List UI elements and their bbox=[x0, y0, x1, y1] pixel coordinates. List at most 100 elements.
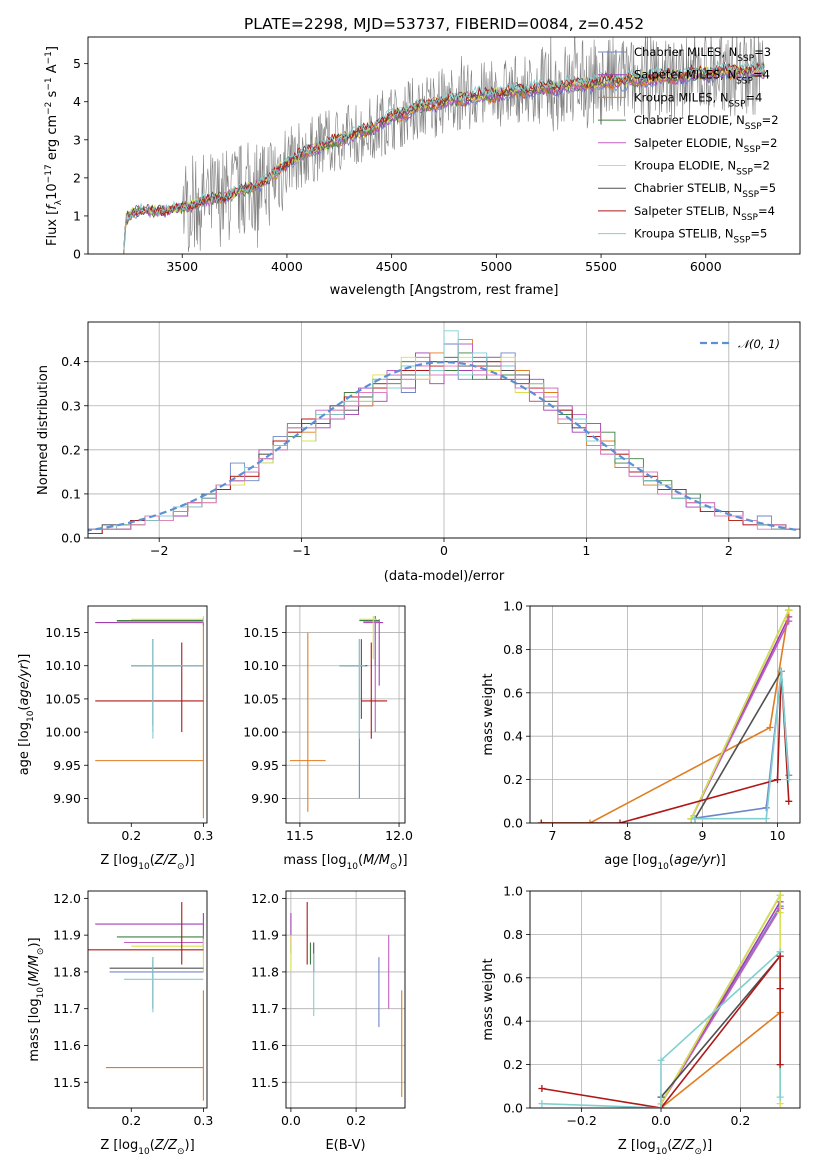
weight-marker bbox=[766, 724, 774, 732]
y-axis-label: Flux [fλ10−17 erg cm−2 s−1 A−1] bbox=[44, 46, 64, 246]
legend-entry: Chabrier ELODIE, NSSP=2 bbox=[634, 113, 779, 132]
weight-marker bbox=[657, 1104, 665, 1108]
axes-frame bbox=[87, 605, 208, 824]
y-tick-label: 1 bbox=[73, 208, 81, 223]
y-tick-label: 5 bbox=[73, 56, 81, 71]
y-tick-label: 0.4 bbox=[503, 1014, 523, 1029]
y-tick-label: 9.90 bbox=[53, 791, 81, 806]
y-tick-label: 10.05 bbox=[243, 691, 279, 706]
y-tick-label: 11.8 bbox=[53, 964, 81, 979]
age-vs-mass-panel: 11.5 12.0 9.90 9.95 10.00 10.05 10.10 10.15 mass… bbox=[243, 605, 413, 872]
weight-marker bbox=[776, 952, 784, 960]
plot-area bbox=[88, 330, 800, 538]
weight-marker bbox=[776, 1093, 784, 1101]
y-tick-label: 12.0 bbox=[251, 891, 279, 906]
x-axis-label: wavelength [Angstrom, rest frame] bbox=[330, 283, 559, 298]
y-tick-label: 0.6 bbox=[503, 685, 523, 700]
x-tick-label: 12.0 bbox=[385, 828, 413, 843]
y-tick-label: 0.8 bbox=[503, 927, 523, 942]
plot-area bbox=[537, 606, 793, 823]
x-tick-label: 0.3 bbox=[193, 828, 213, 843]
histogram-series bbox=[88, 361, 800, 538]
weight-marker bbox=[776, 1061, 784, 1069]
x-axis-label: Z [log10(Z/Z⊙)] bbox=[618, 1138, 712, 1157]
plot-area bbox=[289, 615, 388, 812]
y-tick-label: 2 bbox=[73, 170, 81, 185]
weight-marker bbox=[776, 891, 784, 899]
plot-area bbox=[88, 902, 204, 1101]
weight-marker bbox=[785, 776, 793, 784]
mass-vs-extinction-panel: 0.0 0.2 11.5 11.6 11.7 11.8 11.9 12.0 E(B-V) bbox=[251, 890, 406, 1153]
plot-area bbox=[538, 891, 784, 1108]
weight-line bbox=[660, 1011, 781, 1108]
plot-area bbox=[95, 615, 204, 819]
x-axis-label: (data-model)/error bbox=[384, 569, 505, 584]
axes-frame bbox=[285, 890, 406, 1109]
y-tick-label: 0.6 bbox=[503, 970, 523, 985]
y-tick-label: 0.1 bbox=[61, 486, 81, 501]
normal-distribution-curve bbox=[88, 360, 800, 532]
legend-entry: Chabrier MILES, NSSP=3 bbox=[634, 45, 771, 64]
x-tick-label: 0.2 bbox=[730, 1113, 750, 1128]
weight-line bbox=[541, 610, 790, 823]
x-tick-label: 4500 bbox=[376, 259, 408, 274]
y-tick-label: 11.6 bbox=[251, 1038, 279, 1053]
model-spectrum-line bbox=[123, 61, 765, 254]
x-tick-label: 0.2 bbox=[346, 1113, 366, 1128]
y-tick-label: 11.7 bbox=[251, 1001, 279, 1016]
x-tick-label: 4000 bbox=[271, 259, 303, 274]
x-tick-label: −0.2 bbox=[566, 1113, 596, 1128]
observed-spectrum-line bbox=[123, 37, 765, 254]
x-tick-label: 0 bbox=[440, 543, 448, 558]
legend-entry: Kroupa STELIB, NSSP=5 bbox=[634, 227, 767, 246]
weight-vs-age-panel: 7 8 9 10 0.0 0.2 0.4 0.6 0.8 1.0 age [log10(age/yr… bbox=[481, 599, 801, 872]
y-tick-label: 0.0 bbox=[503, 1101, 523, 1116]
y-tick-label: 1.0 bbox=[503, 599, 523, 614]
weight-vs-metallicity-panel: −0.2 0.0 0.2 0.0 0.2 0.4 0.6 0.8 1.0 Z [log10(Z/Z… bbox=[481, 884, 801, 1157]
weight-line bbox=[541, 951, 781, 1108]
x-tick-label: 0.3 bbox=[193, 1113, 213, 1128]
axes-frame bbox=[87, 890, 208, 1109]
x-axis-label: E(B-V) bbox=[325, 1138, 365, 1153]
mass-vs-metallicity-panel: 0.2 0.3 11.5 11.6 11.7 11.8 11.9 12.0 Z [log10(Z… bbox=[27, 890, 213, 1157]
x-tick-label: 2 bbox=[725, 543, 733, 558]
legend-entry: 𝒩(0, 1) bbox=[738, 337, 780, 351]
y-tick-label: 10.15 bbox=[45, 625, 81, 640]
x-tick-label: −1 bbox=[292, 543, 310, 558]
weight-marker bbox=[762, 804, 770, 812]
y-tick-label: 3 bbox=[73, 132, 81, 147]
weight-marker bbox=[785, 797, 793, 805]
y-tick-label: 10.05 bbox=[45, 691, 81, 706]
y-tick-label: 11.7 bbox=[53, 1001, 81, 1016]
spectrum-panel: 3500 4000 4500 5000 5500 6000 0 1 2 3 4 5 PLATE=2298… bbox=[44, 15, 801, 298]
legend-entry: Salpeter MILES, NSSP=4 bbox=[634, 68, 770, 87]
y-tick-label: 12.0 bbox=[53, 891, 81, 906]
weight-marker bbox=[774, 776, 781, 784]
weight-marker bbox=[776, 985, 784, 993]
weight-marker bbox=[538, 1084, 546, 1092]
x-axis-label: mass [log10(M/M⊙)] bbox=[283, 853, 407, 872]
y-tick-label: 0.2 bbox=[503, 1057, 523, 1072]
x-tick-label: 0.2 bbox=[121, 828, 141, 843]
weight-line bbox=[694, 670, 782, 820]
weight-marker bbox=[616, 819, 624, 823]
weight-line bbox=[660, 894, 781, 1105]
x-tick-label: 8 bbox=[624, 828, 632, 843]
axes-frame bbox=[529, 605, 801, 824]
y-tick-label: 0.8 bbox=[503, 642, 523, 657]
x-tick-label: 6000 bbox=[690, 259, 722, 274]
y-axis-label: Normed distribution bbox=[36, 365, 51, 495]
x-tick-label: 0.0 bbox=[281, 1113, 301, 1128]
y-axis-label: mass weight bbox=[481, 958, 496, 1040]
y-tick-label: 10.15 bbox=[243, 625, 279, 640]
axes-frame bbox=[87, 321, 801, 539]
weight-marker bbox=[657, 1056, 665, 1064]
y-tick-label: 11.6 bbox=[53, 1038, 81, 1053]
y-tick-label: 0.2 bbox=[503, 772, 523, 787]
x-tick-label: 3500 bbox=[166, 259, 198, 274]
y-tick-label: 0.4 bbox=[61, 354, 81, 369]
x-tick-label: 5000 bbox=[480, 259, 512, 274]
legend-entry: Kroupa ELODIE, NSSP=2 bbox=[634, 159, 770, 178]
y-axis-label: mass weight bbox=[481, 673, 496, 755]
